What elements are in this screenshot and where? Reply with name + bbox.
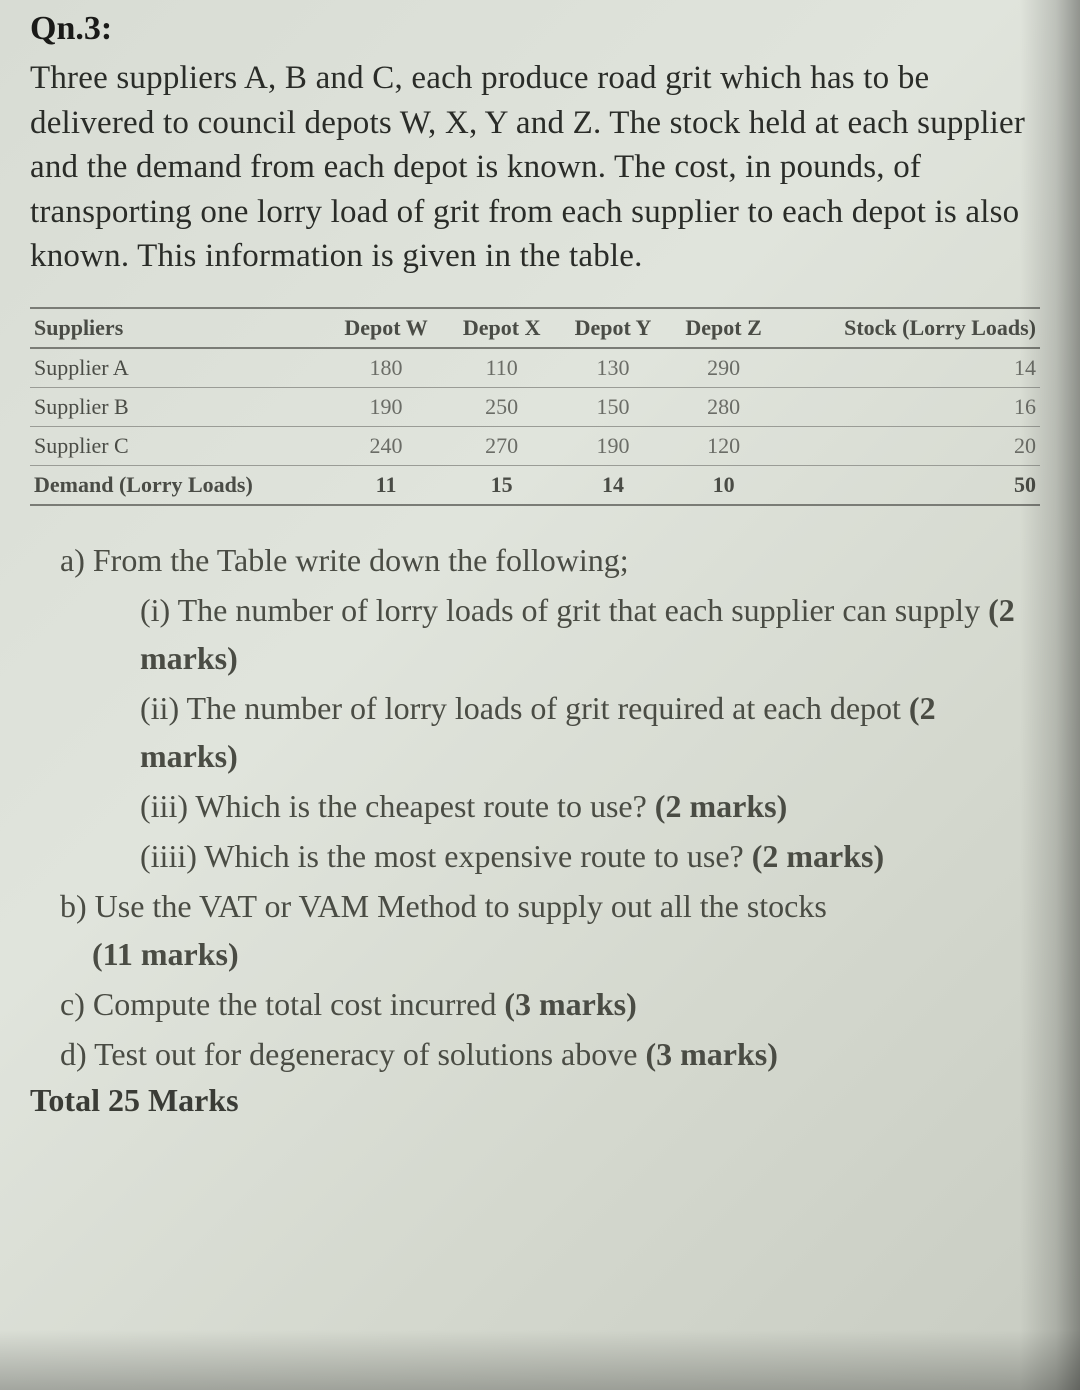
question-list: a) From the Table write down the followi… (30, 536, 1040, 1078)
cell: 270 (446, 426, 558, 465)
cell: 180 (326, 348, 445, 388)
cell: 130 (558, 348, 669, 388)
part-d: d) Test out for degeneracy of solutions … (60, 1030, 1040, 1078)
part-b: b) Use the VAT or VAM Method to supply o… (60, 882, 1040, 978)
document-content: Qn.3: Three suppliers A, B and C, each p… (30, 0, 1040, 1119)
transport-table: Suppliers Depot W Depot X Depot Y Depot … (30, 307, 1040, 506)
question-number: Qn.3: (30, 10, 1040, 48)
cell: 250 (446, 387, 558, 426)
part-c: c) Compute the total cost incurred (3 ma… (60, 980, 1040, 1028)
part-a-iii: (iii) Which is the cheapest route to use… (60, 782, 1040, 830)
col-depot-z: Depot Z (668, 308, 778, 348)
marks: (2 marks) (655, 788, 787, 824)
col-depot-w: Depot W (326, 308, 445, 348)
sub-text: (iii) Which is the cheapest route to use… (140, 788, 647, 824)
sub-text: (i) The number of lorry loads of grit th… (140, 592, 980, 628)
col-depot-y: Depot Y (558, 308, 669, 348)
part-a-i: (i) The number of lorry loads of grit th… (60, 586, 1040, 682)
part-text: b) Use the VAT or VAM Method to supply o… (60, 888, 827, 924)
part-a-iiii: (iiii) Which is the most expensive route… (60, 832, 1040, 880)
table-row: Supplier A 180 110 130 290 14 (30, 348, 1040, 388)
cell: 190 (326, 387, 445, 426)
cell: 15 (446, 465, 558, 505)
cell: 280 (668, 387, 778, 426)
cell: 11 (326, 465, 445, 505)
col-depot-x: Depot X (446, 308, 558, 348)
cell: 290 (668, 348, 778, 388)
row-label: Demand (Lorry Loads) (30, 465, 326, 505)
marks: (3 marks) (645, 1036, 777, 1072)
cell: 110 (446, 348, 558, 388)
part-text: d) Test out for degeneracy of solutions … (60, 1036, 637, 1072)
cell: 16 (779, 387, 1040, 426)
total-marks: Total 25 Marks (30, 1082, 1040, 1119)
cell: 14 (558, 465, 669, 505)
marks: (2 marks) (752, 838, 884, 874)
cell: 190 (558, 426, 669, 465)
cell: 10 (668, 465, 778, 505)
cell: 50 (779, 465, 1040, 505)
sub-text: (ii) The number of lorry loads of grit r… (140, 690, 901, 726)
marks: (11 marks) (92, 936, 239, 972)
table-row: Supplier B 190 250 150 280 16 (30, 387, 1040, 426)
cell: 14 (779, 348, 1040, 388)
cell: 240 (326, 426, 445, 465)
table-row: Supplier C 240 270 190 120 20 (30, 426, 1040, 465)
table-header-row: Suppliers Depot W Depot X Depot Y Depot … (30, 308, 1040, 348)
sub-text: (iiii) Which is the most expensive route… (140, 838, 744, 874)
table-row-demand: Demand (Lorry Loads) 11 15 14 10 50 (30, 465, 1040, 505)
marks: (3 marks) (504, 986, 636, 1022)
part-a: a) From the Table write down the followi… (60, 536, 1040, 584)
page-bottom-shadow (0, 1330, 1080, 1390)
cell: 120 (668, 426, 778, 465)
row-label: Supplier C (30, 426, 326, 465)
part-a-ii: (ii) The number of lorry loads of grit r… (60, 684, 1040, 780)
col-stock: Stock (Lorry Loads) (779, 308, 1040, 348)
question-intro: Three suppliers A, B and C, each produce… (30, 56, 1040, 279)
cell: 150 (558, 387, 669, 426)
cell: 20 (779, 426, 1040, 465)
part-text: c) Compute the total cost incurred (60, 986, 496, 1022)
row-label: Supplier B (30, 387, 326, 426)
col-suppliers: Suppliers (30, 308, 326, 348)
row-label: Supplier A (30, 348, 326, 388)
